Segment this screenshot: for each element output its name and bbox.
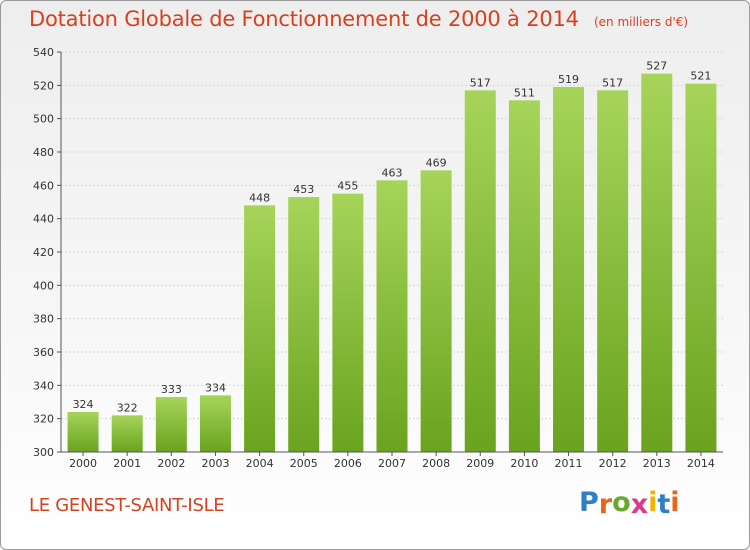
- y-tick-label: 440: [33, 213, 54, 226]
- y-tick-label: 300: [33, 446, 54, 459]
- proxiti-logo: Proxiti: [579, 487, 680, 520]
- data-label: 521: [690, 70, 711, 83]
- data-label: 517: [602, 76, 623, 89]
- y-tick-label: 520: [33, 79, 54, 92]
- y-tick-label: 420: [33, 246, 54, 259]
- y-tick-label: 480: [33, 146, 54, 159]
- bar-2007: [376, 180, 408, 453]
- y-tick-label: 320: [33, 413, 54, 426]
- x-tick-label: 2014: [687, 457, 715, 470]
- bar-2004: [244, 205, 276, 452]
- data-label: 448: [249, 191, 270, 204]
- y-tick-label: 340: [33, 379, 54, 392]
- data-label: 324: [73, 398, 94, 411]
- x-tick-label: 2000: [69, 457, 97, 470]
- x-tick-label: 2013: [643, 457, 671, 470]
- data-label: 455: [337, 180, 358, 193]
- logo-letter: o: [612, 487, 631, 518]
- y-tick-label: 380: [33, 313, 54, 326]
- bar-2014: [685, 83, 717, 453]
- x-tick-label: 2002: [157, 457, 185, 470]
- y-tick-label: 540: [33, 46, 54, 59]
- logo-letter: P: [579, 487, 599, 518]
- bar-2012: [597, 90, 629, 452]
- bar-2001: [111, 415, 143, 452]
- bar-2000: [67, 412, 99, 452]
- x-tick-label: 2005: [290, 457, 318, 470]
- data-label: 519: [558, 73, 579, 86]
- bar-2011: [553, 87, 585, 452]
- bar-2002: [155, 397, 187, 452]
- data-label: 527: [646, 60, 667, 73]
- bar-2008: [420, 170, 452, 453]
- y-tick-label: 460: [33, 179, 54, 192]
- chart-unit: (en milliers d'€): [593, 15, 689, 29]
- logo-letter: x: [630, 489, 649, 520]
- y-tick-label: 360: [33, 346, 54, 359]
- x-tick-label: 2004: [246, 457, 274, 470]
- axis-layer: 300 320 340 360 380 400 420 440 460 480 500 520 540 2…: [33, 46, 723, 470]
- title-row: Dotation Globale de Fonctionnement de 20…: [29, 7, 688, 31]
- data-label: 511: [514, 86, 535, 99]
- logo-letter: r: [598, 489, 613, 520]
- x-tick-label: 2003: [201, 457, 229, 470]
- x-tick-label: 2007: [378, 457, 406, 470]
- bar-2009: [464, 90, 496, 452]
- y-tick-label: 400: [33, 279, 54, 292]
- data-label: 333: [161, 383, 182, 396]
- data-label: 334: [205, 381, 226, 394]
- data-label: 322: [117, 401, 138, 414]
- data-label: 463: [382, 166, 403, 179]
- x-tick-label: 2008: [422, 457, 450, 470]
- x-tick-label: 2009: [466, 457, 494, 470]
- x-tick-label: 2006: [334, 457, 362, 470]
- data-label: 517: [470, 76, 491, 89]
- x-tick-label: 2012: [599, 457, 627, 470]
- bars-layer: 324 322 333 334 448 453 455 463 469 517 511 519 517 5…: [67, 60, 717, 453]
- x-tick-label: 2011: [555, 457, 583, 470]
- bar-2006: [332, 193, 364, 452]
- x-tick-label: 2001: [113, 457, 141, 470]
- bar-2010: [508, 100, 540, 452]
- data-label: 453: [293, 183, 314, 196]
- y-tick-label: 500: [33, 113, 54, 126]
- logo-letter: t: [657, 489, 671, 520]
- x-tick-label: 2010: [510, 457, 538, 470]
- bar-2005: [288, 197, 320, 452]
- logo-letter: i: [670, 487, 680, 518]
- bar-2003: [199, 395, 231, 452]
- bar-2013: [641, 73, 673, 453]
- logo-letter: i: [648, 487, 658, 518]
- chart-title: Dotation Globale de Fonctionnement de 20…: [29, 7, 579, 31]
- data-label: 469: [426, 156, 447, 169]
- municipality-name: LE GENEST-SAINT-ISLE: [29, 495, 225, 516]
